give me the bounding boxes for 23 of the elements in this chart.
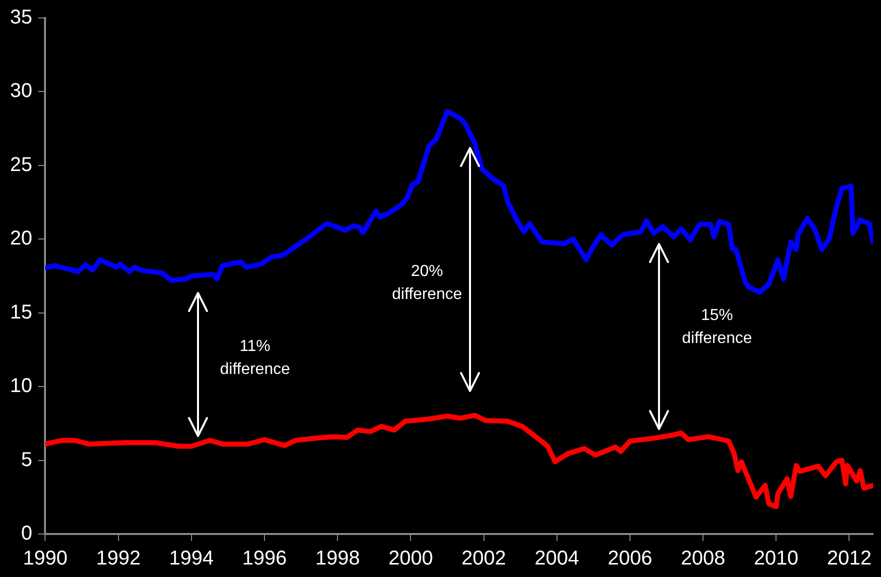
y-tick-label: 10 — [10, 375, 32, 398]
y-tick-label: 25 — [10, 154, 32, 176]
x-tick-label: 2008 — [680, 548, 726, 570]
x-tick-label: 2002 — [462, 548, 506, 570]
y-tick-label: 30 — [10, 80, 32, 102]
annotation: 20% difference — [392, 262, 462, 305]
x-tick-label: 1990 — [22, 548, 68, 570]
x-tick-label: 1992 — [96, 548, 141, 570]
x-tick-label: 1994 — [169, 548, 214, 570]
y-tick-label: 5 — [21, 448, 32, 471]
x-tick-label: 2012 — [826, 548, 872, 570]
x-tick-label: 1998 — [315, 548, 360, 570]
annotation: 15% difference — [682, 306, 752, 349]
x-tick-label: 1996 — [242, 548, 287, 570]
y-tick-label: 15 — [10, 301, 32, 324]
y-tick-label: 0 — [21, 522, 32, 545]
annotation: 11% difference — [220, 337, 290, 380]
x-tick-label: 2004 — [534, 548, 580, 570]
y-tick-label: 35 — [10, 6, 32, 29]
y-tick-label: 20 — [10, 228, 32, 250]
x-tick-label: 2006 — [608, 548, 652, 570]
x-tick-label: 2010 — [754, 548, 798, 570]
x-tick-label: 2000 — [388, 548, 433, 570]
